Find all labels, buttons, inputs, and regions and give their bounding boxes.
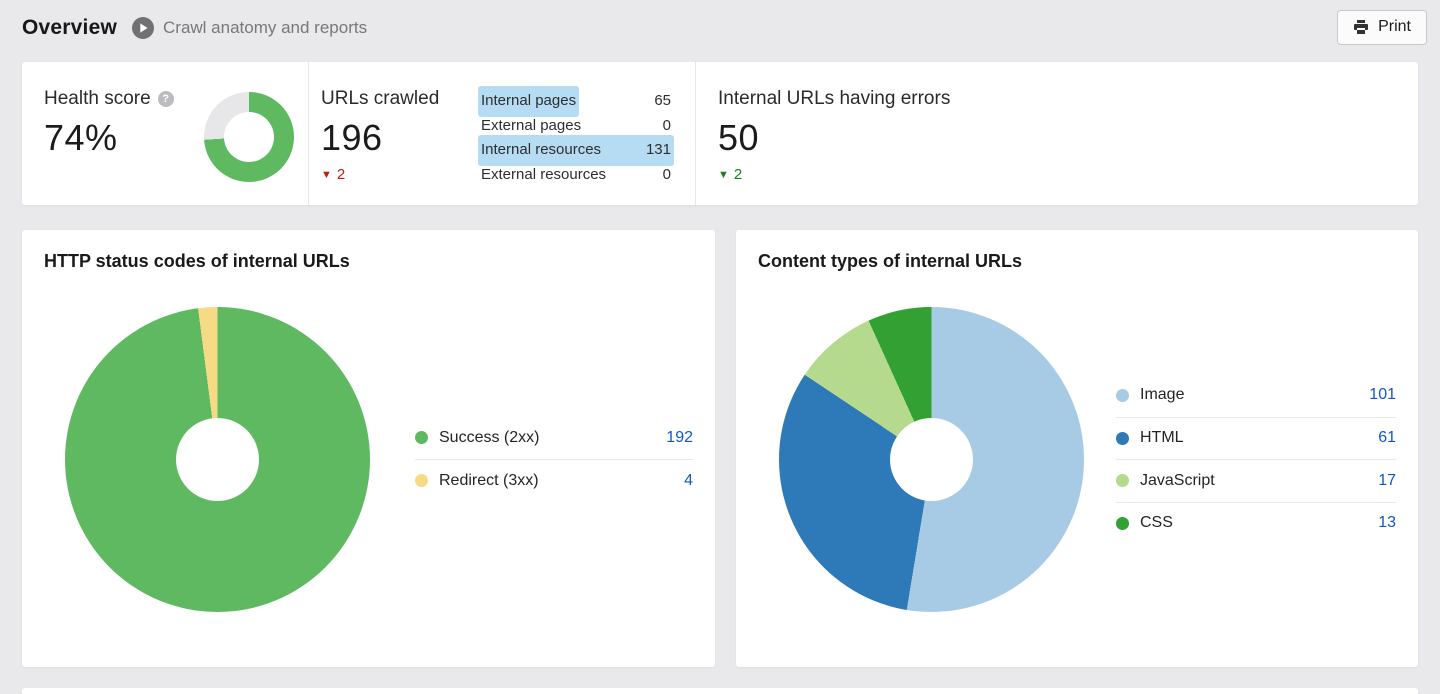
internal-errors-value: 50 [718, 117, 760, 158]
breakdown-row-external-resources: External resources 0 [481, 163, 671, 188]
legend-label: JavaScript [1140, 471, 1215, 489]
next-section-card [22, 688, 1418, 694]
breakdown-label: Internal resources [481, 141, 602, 159]
legend-value-link[interactable]: 17 [1378, 471, 1396, 489]
legend-dot-icon [1116, 516, 1129, 530]
legend-label: Success (2xx) [439, 428, 540, 446]
urls-crawled-label: URLs crawled [321, 88, 440, 109]
legend-label: CSS [1140, 514, 1173, 532]
legend-item-css: CSS 13 [1116, 501, 1396, 545]
urls-breakdown-list: Internal pages 65 External pages 0 Inter… [481, 88, 671, 205]
legend-value-link[interactable]: 4 [684, 471, 693, 489]
urls-crawled-delta-value: 2 [336, 166, 346, 183]
breakdown-row-internal-pages: Internal pages 65 [481, 89, 671, 114]
page-title: Overview [22, 15, 117, 39]
print-button-label: Print [1378, 18, 1411, 35]
http-status-donut-chart[interactable] [65, 306, 370, 612]
breakdown-value: 65 [654, 92, 671, 109]
http-status-codes-card: HTTP status codes of internal URLs Succe… [22, 230, 715, 667]
breakdown-row-external-pages: External pages 0 [481, 114, 671, 139]
internal-errors-delta: ▼ 2 [718, 166, 1418, 183]
legend-dot-icon [1116, 474, 1129, 488]
urls-crawled-value: 196 [321, 117, 383, 158]
health-score-label: Health score [44, 88, 151, 109]
urls-crawled-section: URLs crawled 196 ▼ 2 Internal pages 65 E… [308, 62, 695, 205]
legend-dot-icon [415, 474, 428, 488]
legend-value-link[interactable]: 13 [1378, 514, 1396, 532]
legend-value-link[interactable]: 101 [1369, 386, 1396, 404]
legend-label: Redirect (3xx) [439, 471, 539, 489]
health-score-value: 74% [44, 117, 118, 158]
legend-label: Image [1140, 386, 1185, 404]
health-score-donut-chart[interactable] [203, 92, 294, 182]
breakdown-value: 0 [662, 165, 671, 183]
help-icon[interactable]: ? [157, 91, 174, 107]
breakdown-value: 131 [645, 141, 671, 159]
breakdown-label: External resources [481, 165, 607, 183]
urls-crawled-delta: ▼ 2 [321, 166, 471, 183]
summary-card: Health score ? 74% URLs crawled 196 ▼ 2 … [22, 62, 1418, 205]
breakdown-value: 0 [662, 116, 671, 134]
health-score-label-row: Health score ? [44, 88, 174, 110]
internal-errors-label: Internal URLs having errors [718, 88, 951, 109]
content-types-card: Content types of internal URLs Image 101… [736, 230, 1418, 667]
legend-dot-icon [1116, 431, 1129, 445]
printer-icon [1354, 20, 1369, 34]
legend-dot-icon [415, 431, 428, 445]
legend-item-redirect: Redirect (3xx) 4 [415, 459, 693, 502]
internal-errors-section: Internal URLs having errors 50 ▼ 2 [695, 62, 1418, 205]
page-header: Overview Crawl anatomy and reports Print [0, 0, 1440, 55]
breakdown-label: Internal pages [481, 89, 577, 114]
triangle-down-icon: ▼ [321, 168, 332, 181]
legend-value-link[interactable]: 192 [666, 428, 693, 446]
legend-item-image: Image 101 [1116, 374, 1396, 417]
breakdown-row-internal-resources: Internal resources 131 [481, 138, 671, 163]
content-types-donut-chart[interactable] [779, 306, 1084, 612]
chart-title: Content types of internal URLs [758, 251, 1023, 271]
tutorial-link[interactable]: Crawl anatomy and reports [163, 17, 368, 37]
legend-value-link[interactable]: 61 [1378, 429, 1396, 447]
legend-item-html: HTML 61 [1116, 416, 1396, 460]
breakdown-label: External pages [481, 116, 582, 134]
chart-legend: Image 101 HTML 61 JavaScript 17 CSS 13 [1116, 374, 1396, 544]
print-button[interactable]: Print [1337, 10, 1427, 45]
chart-title: HTTP status codes of internal URLs [44, 251, 350, 271]
legend-item-success: Success (2xx) 192 [415, 417, 693, 460]
legend-dot-icon [1116, 388, 1129, 402]
internal-errors-delta-value: 2 [733, 166, 743, 183]
triangle-down-icon: ▼ [718, 168, 729, 181]
legend-item-javascript: JavaScript 17 [1116, 459, 1396, 502]
play-tutorial-icon[interactable] [132, 16, 154, 39]
legend-label: HTML [1140, 429, 1184, 447]
health-score-section: Health score ? 74% [22, 62, 308, 205]
chart-legend: Success (2xx) 192 Redirect (3xx) 4 [415, 417, 693, 502]
